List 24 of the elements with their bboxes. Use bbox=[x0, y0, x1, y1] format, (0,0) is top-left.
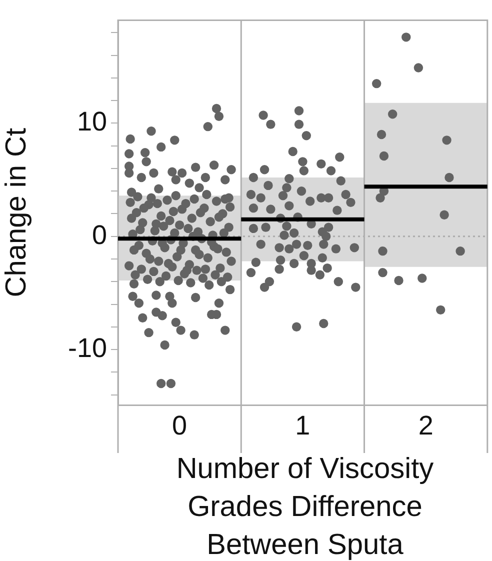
y-tick-label: 10 bbox=[76, 106, 107, 137]
point bbox=[402, 32, 411, 42]
point bbox=[376, 130, 386, 140]
point bbox=[414, 63, 424, 72]
point bbox=[379, 151, 389, 161]
y-tick-label: 0 bbox=[92, 220, 107, 250]
x-axis-title: Number of Viscosity Grades Difference Between Sputa bbox=[175, 452, 435, 561]
point bbox=[444, 172, 454, 182]
point bbox=[442, 136, 452, 145]
point bbox=[372, 78, 382, 88]
point bbox=[378, 246, 388, 256]
point bbox=[388, 110, 398, 119]
x-tick-label: 0 bbox=[172, 410, 188, 441]
x-tick-label: 2 bbox=[418, 410, 434, 441]
point bbox=[440, 210, 449, 220]
point bbox=[418, 274, 427, 283]
x-tick-label: 1 bbox=[295, 410, 310, 441]
point bbox=[436, 305, 446, 315]
point bbox=[378, 268, 388, 278]
point bbox=[376, 193, 385, 202]
point bbox=[456, 246, 465, 256]
y-axis-title: Change in Ct bbox=[0, 128, 32, 298]
point bbox=[394, 276, 404, 286]
y-tick-label: -10 bbox=[68, 332, 107, 363]
